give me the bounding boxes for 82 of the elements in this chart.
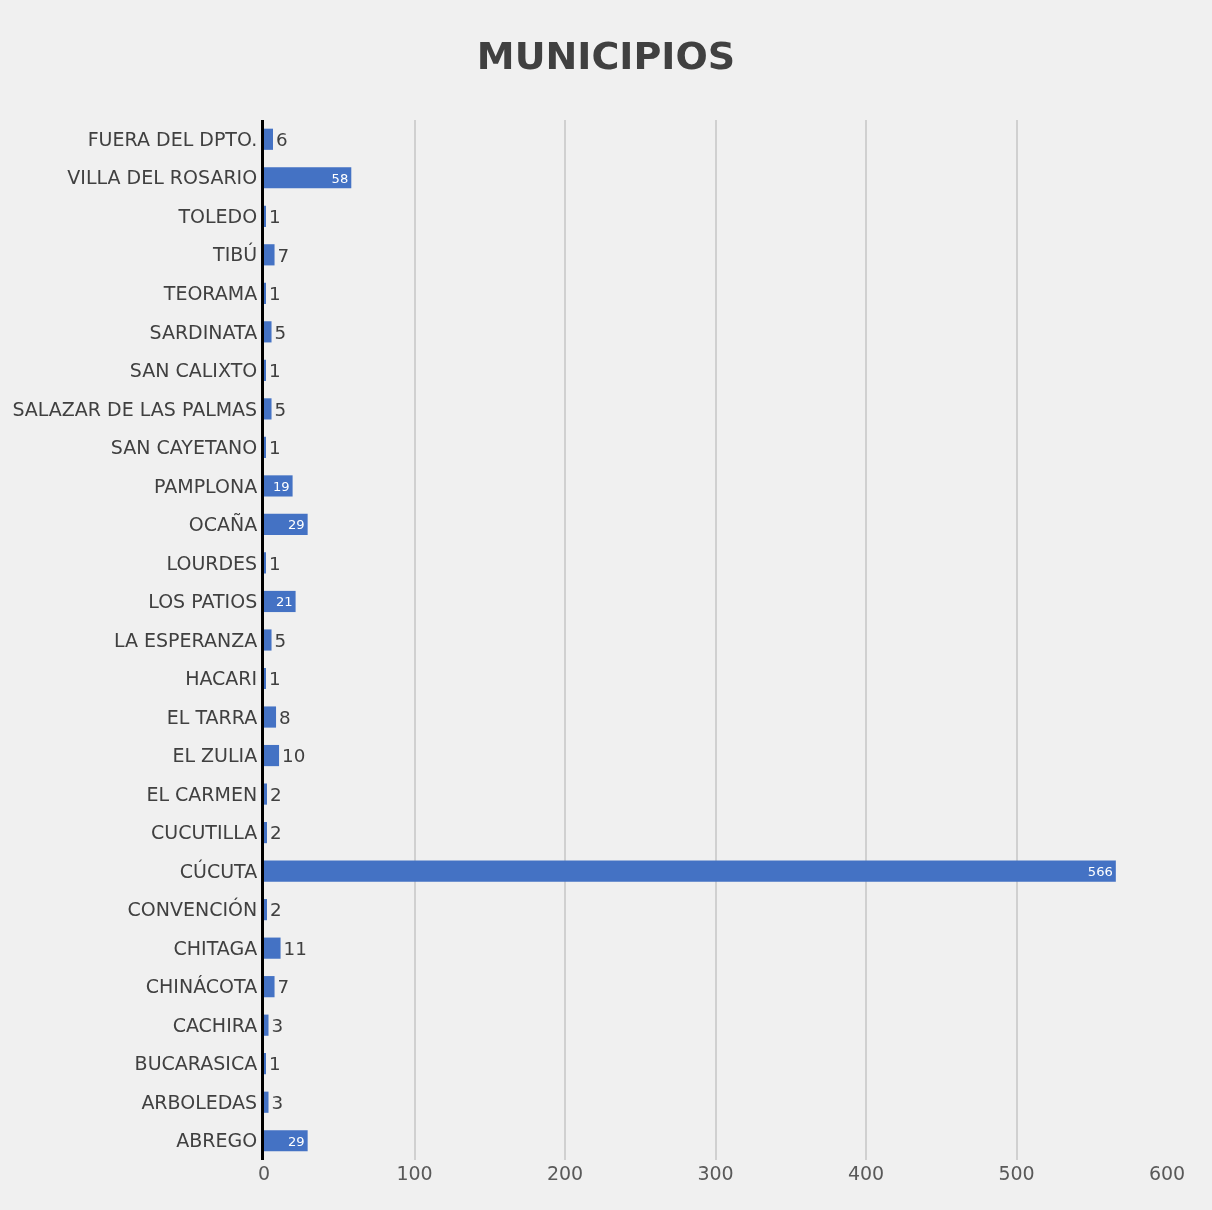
y-tick-label: SARDINATA [149, 320, 258, 343]
bar [264, 976, 275, 998]
bar [264, 167, 352, 189]
data-label: 29 [287, 517, 305, 533]
y-tick-label: ARBOLEDAS [141, 1090, 258, 1113]
bar [264, 860, 1116, 882]
y-tick-label: VILLA DEL ROSARIO [67, 166, 258, 189]
x-tick-label: 300 [697, 1162, 734, 1184]
data-label: 1 [269, 437, 281, 459]
data-label: 1 [269, 668, 281, 690]
bar [264, 899, 268, 921]
bar [264, 706, 277, 728]
bar [264, 590, 296, 613]
data-label: 1 [269, 1053, 281, 1075]
data-label: 1 [269, 283, 281, 305]
data-label: 10 [282, 745, 306, 767]
bar [264, 1014, 269, 1036]
data-label: 5 [274, 321, 287, 343]
bar [264, 937, 281, 959]
y-tick-label: OCAÑA [188, 513, 258, 536]
data-label: 1 [269, 360, 281, 382]
y-tick-label: CHITAGA [173, 936, 258, 959]
y-tick-label: EL TARRA [166, 705, 258, 728]
data-label: 5 [274, 398, 287, 420]
data-label: 29 [287, 1133, 305, 1149]
data-label: 11 [283, 937, 307, 959]
y-tick-label: CÚCUTA [179, 858, 258, 882]
data-label: 1 [269, 206, 281, 228]
data-label: 3 [271, 1014, 284, 1036]
y-tick-label: SALAZAR DE LAS PALMAS [12, 397, 258, 420]
y-tick-label: CUCUTILLA [151, 821, 258, 844]
data-label: 7 [277, 976, 290, 998]
y-tick-label: SAN CAYETANO [110, 436, 258, 459]
y-tick-label: BUCARASICA [134, 1052, 258, 1075]
data-label: 8 [279, 706, 291, 728]
y-tick-label: CHINÁCOTA [145, 975, 258, 998]
data-label: 58 [331, 170, 349, 186]
y-tick-label: LA ESPERANZA [113, 628, 258, 651]
data-label: 19 [272, 478, 290, 494]
data-label: 7 [277, 244, 290, 266]
y-tick-label: CONVENCIÓN [127, 897, 258, 921]
y-tick-label: ABREGO [176, 1129, 258, 1152]
bar [264, 128, 274, 150]
bar [264, 513, 308, 536]
bar [264, 398, 272, 420]
data-label: 6 [276, 129, 288, 150]
x-tick-label: 400 [847, 1162, 885, 1184]
bar [264, 744, 280, 767]
data-label: 2 [270, 899, 282, 921]
y-tick-label: TEORAMA [162, 281, 258, 304]
bar [264, 475, 293, 497]
x-tick-label: 0 [257, 1162, 271, 1184]
y-tick-label: EL ZULIA [172, 744, 258, 767]
data-label: 2 [270, 822, 282, 844]
bar [264, 1130, 308, 1152]
x-tick-label: 100 [396, 1162, 433, 1184]
y-tick-label: SAN CALIXTO [129, 359, 258, 382]
data-label: 5 [274, 629, 287, 651]
data-label: 566 [1087, 863, 1113, 879]
data-label: 21 [275, 594, 293, 610]
data-label: 3 [271, 1091, 284, 1113]
y-tick-label: HACARI [185, 667, 258, 690]
y-tick-label: PAMPLONA [154, 474, 258, 497]
y-tick-label: LOURDES [166, 551, 258, 574]
bar [264, 244, 275, 266]
chart-title: MUNICIPIOS [476, 33, 736, 78]
y-tick-label: FUERA DEL DPTO. [87, 127, 258, 150]
bar [264, 822, 268, 844]
bar [264, 783, 268, 805]
x-tick-label: 500 [998, 1162, 1035, 1184]
y-tick-label: TIBÚ [212, 242, 258, 266]
data-label: 2 [270, 783, 282, 805]
x-tick-label: 200 [546, 1162, 584, 1184]
y-tick-label: LOS PATIOS [148, 590, 258, 613]
bar [264, 1091, 269, 1113]
y-tick-label: CACHIRA [172, 1013, 258, 1036]
data-label: 1 [269, 552, 281, 574]
y-tick-label: EL CARMEN [146, 782, 258, 805]
y-tick-label: TOLEDO [177, 204, 258, 227]
bar [264, 629, 272, 651]
x-tick-label: 600 [1148, 1162, 1186, 1184]
bar [264, 321, 272, 343]
